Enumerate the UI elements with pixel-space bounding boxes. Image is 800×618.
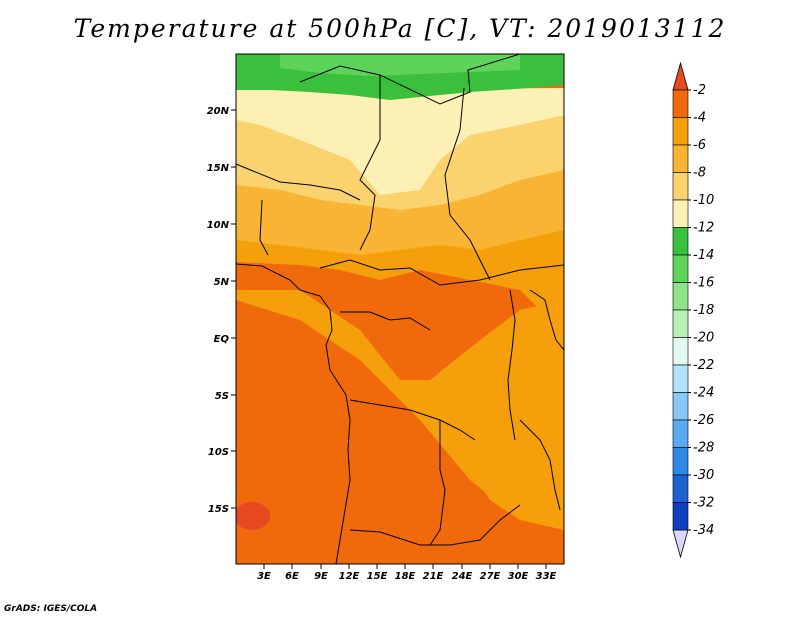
- borders: [235, 53, 565, 565]
- colorbar-segment: [672, 89, 689, 118]
- lon-label: 12E: [339, 571, 360, 582]
- colorbar-segment: [672, 419, 689, 448]
- colorbar-label: -8: [693, 166, 706, 181]
- lon-axis: 3E 6E 9E 12E 15E 18E 21E 24E 27E 30E 33E: [257, 564, 557, 582]
- border-namibia-botswana: [349, 504, 521, 546]
- colorbar-label: -10: [693, 193, 714, 208]
- border-lake-malawi: [519, 419, 561, 511]
- colorbar-segment: [672, 282, 689, 311]
- lon-label: 9E: [314, 571, 328, 582]
- border-east: [529, 289, 565, 351]
- lon-label: 33E: [536, 571, 557, 582]
- lat-label: 10N: [207, 220, 230, 231]
- colorbar-label: -24: [693, 386, 714, 401]
- plot-frame: [235, 53, 565, 565]
- border-congo-north: [340, 311, 431, 331]
- colorbar-label: -2: [693, 83, 706, 98]
- lon-label: 3E: [257, 571, 271, 582]
- lat-label: 10S: [208, 447, 229, 458]
- colorbar-label: -34: [693, 523, 714, 538]
- colorbar-label: -14: [693, 248, 714, 263]
- border-mali-niger: [235, 163, 361, 201]
- colorbar-segment: [672, 502, 689, 531]
- border-drc-angola: [349, 399, 476, 441]
- lon-label: 30E: [508, 571, 529, 582]
- field-band-m16: [280, 54, 520, 76]
- chart-title: Temperature at 500hPa [C], VT: 201901311…: [73, 14, 727, 43]
- lon-label: 24E: [452, 571, 473, 582]
- field-patch-m2: [236, 502, 270, 530]
- field-band-m6-east: [450, 400, 564, 520]
- lat-label: 15N: [207, 163, 230, 174]
- colorbar-segment: [672, 172, 689, 201]
- lon-label: 18E: [395, 571, 416, 582]
- border-rift: [507, 289, 516, 441]
- colorbar: -2 -4 -6 -8 -10 -12 -14 -16 -18 -20 -22 -24 -26 -28 -3…: [672, 61, 714, 559]
- lat-label: 5S: [215, 391, 229, 402]
- colorbar-top-arrow: [672, 61, 689, 91]
- field-band-m12: [236, 88, 564, 195]
- colorbar-label: -28: [693, 441, 714, 456]
- colorbar-segment: [672, 117, 689, 146]
- border-chad-sudan: [444, 87, 491, 281]
- border-benin: [259, 199, 269, 256]
- colorbar-label: -4: [693, 111, 706, 126]
- colorbar-label: -32: [693, 496, 714, 511]
- colorbar-label: -26: [693, 413, 714, 428]
- colorbar-bottom-arrow: [672, 529, 689, 559]
- colorbar-label: -18: [693, 303, 714, 318]
- lon-label: 6E: [285, 571, 299, 582]
- colorbar-segment: [672, 144, 689, 173]
- colorbar-label: -16: [693, 276, 714, 291]
- temperature-field: [236, 54, 564, 564]
- lat-label: EQ: [214, 334, 230, 345]
- colorbar-segment: [672, 364, 689, 393]
- lat-label: 5N: [214, 277, 230, 288]
- coastline-west: [235, 263, 351, 565]
- colorbar-segments: [672, 89, 689, 531]
- colorbar-segment: [672, 227, 689, 256]
- border-zambia: [429, 420, 446, 546]
- colorbar-segment: [672, 199, 689, 228]
- lon-label: 21E: [423, 571, 444, 582]
- colorbar-label: -22: [693, 358, 714, 373]
- border-car: [319, 259, 565, 286]
- border-chad-niger: [359, 75, 381, 251]
- colorbar-segment: [672, 474, 689, 503]
- lat-label: 15S: [208, 504, 229, 515]
- colorbar-segment: [672, 337, 689, 366]
- colorbar-label: -12: [693, 221, 714, 236]
- colorbar-label: -6: [693, 138, 706, 153]
- colorbar-segment: [672, 309, 689, 338]
- colorbar-label: -30: [693, 468, 714, 483]
- border-north: [299, 53, 521, 105]
- colorbar-segment: [672, 447, 689, 476]
- colorbar-label: -20: [693, 331, 714, 346]
- colorbar-segment: [672, 254, 689, 283]
- colorbar-segment: [672, 392, 689, 421]
- colorbar-labels: -2 -4 -6 -8 -10 -12 -14 -16 -18 -20 -22 -24 -26 -28 -3…: [688, 83, 714, 538]
- credit-text: GrADS: IGES/COLA: [4, 604, 98, 614]
- lon-label: 15E: [367, 571, 388, 582]
- lon-label: 27E: [480, 571, 501, 582]
- lat-label: 20N: [207, 106, 230, 117]
- lat-axis: 20N 15N 10N 5N EQ 5S 10S 15S: [207, 106, 236, 515]
